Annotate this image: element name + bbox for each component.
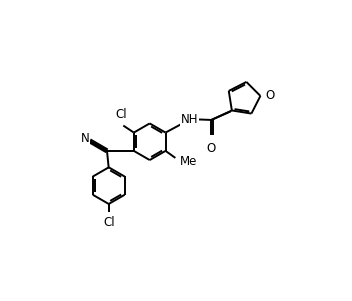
Text: Me: Me bbox=[180, 155, 198, 168]
Text: Cl: Cl bbox=[103, 216, 114, 229]
Text: Cl: Cl bbox=[115, 108, 127, 121]
Text: NH: NH bbox=[181, 113, 198, 126]
Text: O: O bbox=[265, 89, 274, 102]
Text: N: N bbox=[81, 132, 89, 145]
Text: O: O bbox=[207, 141, 216, 154]
